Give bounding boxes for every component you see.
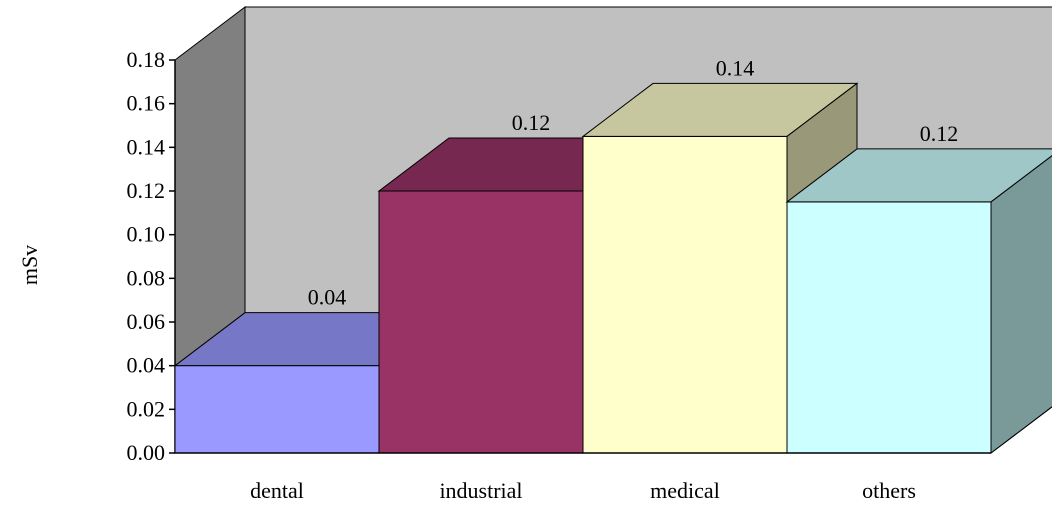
bars bbox=[173, 82, 1052, 455]
data-label: 0.12 bbox=[920, 121, 959, 146]
x-tick-label: industrial bbox=[439, 478, 522, 503]
y-tick-label: 0.00 bbox=[127, 440, 166, 465]
y-tick-label: 0.12 bbox=[127, 178, 166, 203]
bar-front bbox=[174, 365, 380, 454]
x-axis: dental industrial medical others bbox=[175, 452, 991, 503]
y-tick-label: 0.10 bbox=[127, 222, 166, 247]
bar-front bbox=[582, 135, 788, 454]
bar-others bbox=[785, 148, 1052, 455]
x-tick-label: dental bbox=[250, 478, 304, 503]
data-label: 0.04 bbox=[308, 285, 347, 310]
bar-side bbox=[990, 155, 1052, 455]
y-tick-label: 0.04 bbox=[127, 353, 166, 378]
y-tick-label: 0.18 bbox=[127, 47, 166, 72]
data-label: 0.12 bbox=[512, 110, 551, 135]
y-axis-title: mSv bbox=[17, 245, 42, 285]
bar-top bbox=[785, 148, 1052, 203]
y-tick-label: 0.08 bbox=[127, 265, 166, 290]
x-tick-label: medical bbox=[650, 478, 720, 503]
y-tick-label: 0.02 bbox=[127, 396, 166, 421]
y-tick-label: 0.14 bbox=[127, 134, 166, 159]
y-tick-label: 0.06 bbox=[127, 309, 166, 334]
y-axis: 0.00 0.02 0.04 0.06 0.08 0.10 0.12 0.14 0.16 0.18 bbox=[127, 47, 176, 465]
bar-front bbox=[378, 190, 584, 454]
y-tick-label: 0.16 bbox=[127, 91, 166, 116]
bar-front bbox=[786, 201, 992, 454]
data-labels: 0.04 0.12 0.14 0.12 bbox=[308, 55, 959, 309]
data-label: 0.14 bbox=[716, 55, 755, 80]
x-tick-label: others bbox=[862, 478, 916, 503]
